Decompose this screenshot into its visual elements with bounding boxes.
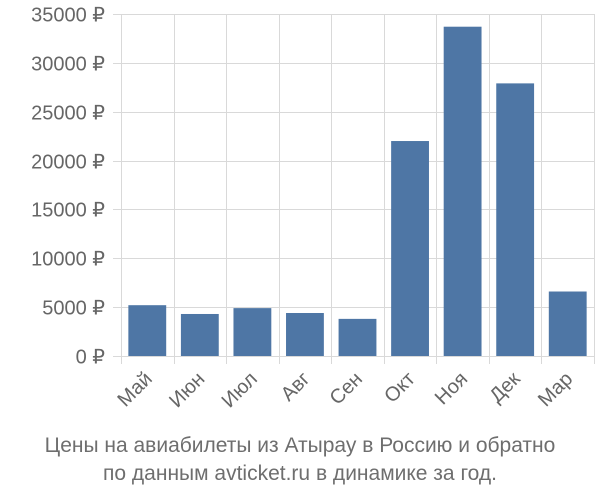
bar-7 [443, 26, 482, 357]
x-tick-label: Сен [326, 368, 367, 409]
chart-caption-line-1: Цены на авиабилеты из Атырау в Россию и … [44, 434, 556, 457]
x-tick-label: Июл [218, 368, 262, 412]
bar-3 [233, 308, 272, 356]
x-tick-label: Ноя [431, 368, 472, 409]
bar-chart: 0 ₽ 5000 ₽ 10000 ₽ 15000 ₽ 20000 ₽ 25000 ₽ 300… [31, 5, 595, 412]
x-tick-label: Июн [165, 368, 209, 412]
x-tick-label: Дек [486, 368, 525, 407]
y-tick-label: 10000 ₽ [31, 249, 105, 271]
y-tick-label: 25000 ₽ [31, 103, 105, 125]
x-axis-tick-labels: Май Июн Июл Авг Сен Окт Ноя Дек Мар [114, 368, 578, 412]
chart-caption-line-2: по данным avticket.ru в динамике за год. [103, 462, 497, 485]
bar-8 [496, 83, 535, 357]
y-tick-label: 35000 ₽ [31, 5, 105, 27]
bar-5 [338, 318, 377, 356]
y-tick-label: 15000 ₽ [31, 200, 105, 222]
x-tick-label: Окт [380, 368, 419, 407]
x-tick-label: Май [114, 368, 157, 411]
bars [128, 26, 587, 357]
bar-1 [128, 305, 167, 356]
y-tick-label: 0 ₽ [76, 347, 106, 369]
grid-lines [113, 14, 595, 364]
y-tick-label: 30000 ₽ [31, 54, 105, 76]
x-tick-label: Авг [277, 368, 315, 406]
y-tick-label: 5000 ₽ [42, 298, 105, 320]
bar-4 [286, 313, 324, 356]
bar-6 [391, 141, 429, 356]
x-tick-label: Мар [534, 368, 577, 411]
bar-9 [548, 291, 587, 356]
bar-2 [180, 313, 219, 356]
y-axis-tick-labels: 0 ₽ 5000 ₽ 10000 ₽ 15000 ₽ 20000 ₽ 25000 ₽ 300… [31, 5, 105, 369]
y-tick-label: 20000 ₽ [31, 152, 105, 174]
